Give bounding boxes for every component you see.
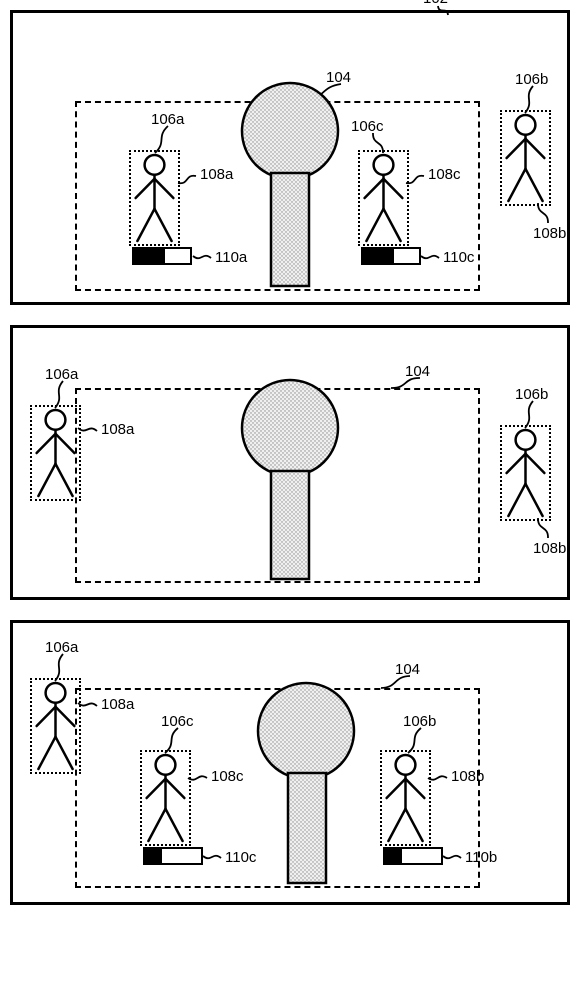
person-bbox (500, 110, 551, 206)
progress-fill (385, 849, 402, 863)
person-bbox (358, 150, 409, 246)
progress-fill (363, 249, 394, 263)
label-108c: 108c (211, 768, 244, 785)
person-bbox (500, 425, 551, 521)
label-108a: 108a (200, 166, 233, 183)
person-bbox (140, 750, 191, 846)
figure-root: 104102106a108a110a106c108c110c106b108b10… (10, 10, 576, 905)
progress-fill (134, 249, 165, 263)
person-bbox (380, 750, 431, 846)
person-b (383, 753, 428, 843)
tree-head-icon (240, 378, 340, 478)
progress-fill (145, 849, 162, 863)
label-110c: 110c (225, 849, 256, 866)
person-c (361, 153, 406, 243)
tree-head-icon (240, 81, 340, 181)
label-110a: 110a (215, 249, 247, 266)
panel3: 104106a108a106c108c110c106b108b110b (10, 620, 570, 905)
person-c (143, 753, 188, 843)
tree-trunk-icon (286, 771, 328, 885)
progress-bar (143, 847, 203, 865)
label-108a: 108a (101, 421, 134, 438)
tree-trunk-icon (269, 469, 311, 581)
label-110c: 110c (443, 249, 474, 266)
progress-bar (383, 847, 443, 865)
panel2: 104106a108a106b108b (10, 325, 570, 600)
person-bbox (129, 150, 180, 246)
person-b (503, 113, 548, 203)
label-108c: 108c (428, 166, 461, 183)
label-110b: 110b (465, 849, 497, 866)
progress-bar (361, 247, 421, 265)
person-bbox (30, 678, 81, 774)
panel1: 104102106a108a110a106c108c110c106b108b (10, 10, 570, 305)
person-b (503, 428, 548, 518)
tree-trunk-icon (269, 171, 311, 288)
label-108b: 108b (451, 768, 484, 785)
label-108a: 108a (101, 696, 134, 713)
person-a (132, 153, 177, 243)
tree-head-icon (256, 681, 356, 781)
progress-bar (132, 247, 192, 265)
